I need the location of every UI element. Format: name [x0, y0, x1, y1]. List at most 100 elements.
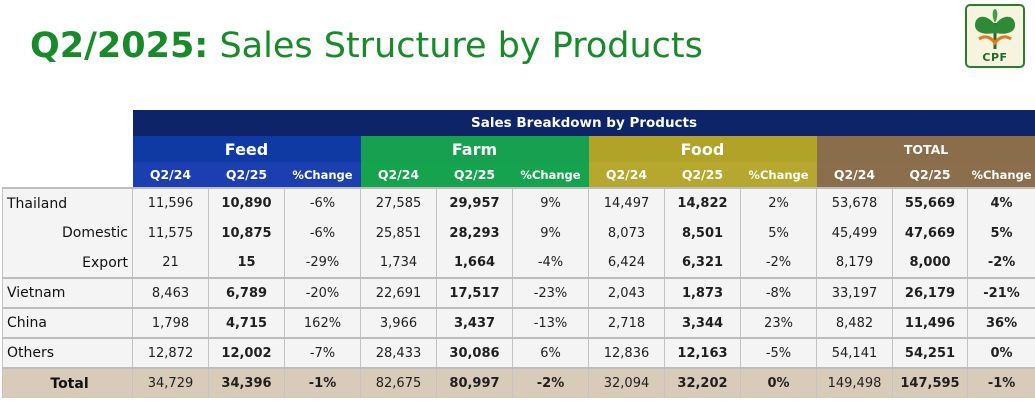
table-cell: 29,957 [436, 187, 513, 218]
table-cell: 2,718 [588, 307, 665, 338]
table-cell: 26,179 [892, 277, 968, 308]
col-header-q224: Q2/24 [132, 162, 209, 188]
col-header-q225: Q2/25 [208, 162, 285, 188]
table-cell: 6,424 [588, 248, 665, 278]
row-label: Export [2, 248, 133, 278]
table-cell: 11,596 [132, 187, 209, 218]
table-cell: 47,669 [892, 218, 968, 248]
table-cell: -13% [512, 307, 589, 338]
col-header-q224: Q2/24 [816, 162, 893, 188]
row-label: Domestic [2, 218, 133, 248]
total-cell: 0% [740, 367, 817, 398]
table-cell: -29% [284, 248, 361, 278]
table-cell: -21% [967, 277, 1035, 308]
table-cell: -6% [284, 187, 361, 218]
table-cell: 11,496 [892, 307, 968, 338]
table-cell: 23% [740, 307, 817, 338]
table-cell: 36% [967, 307, 1035, 338]
table-cell: 2% [740, 187, 817, 218]
group-header-total: TOTAL [816, 136, 1035, 162]
table-cell: 0% [967, 337, 1035, 368]
total-cell: -1% [967, 367, 1035, 398]
table-row: China 1,798 4,715 162% 3,966 3,437 -13% 2,718 3,… [2, 307, 1035, 338]
col-header-change: %Change [740, 162, 817, 188]
table-row: Vietnam 8,463 6,789 -20% 22,691 17,517 -23% 2,0… [2, 277, 1035, 308]
table-cell: 6,789 [208, 277, 285, 308]
table-cell: 17,517 [436, 277, 513, 308]
page-title: Q2/2025: Sales Structure by Products [30, 24, 703, 68]
col-header-q224: Q2/24 [360, 162, 437, 188]
table-row: Domestic 11,575 10,875 -6% 25,851 28,293 9% 8,0… [2, 218, 1035, 248]
table-cell: 8,501 [664, 218, 741, 248]
table-body: Thailand 11,596 10,890 -6% 27,585 29,957 9% 14,… [2, 187, 1035, 398]
group-header-food: Food [588, 136, 817, 162]
total-cell: 147,595 [892, 367, 968, 398]
table-cell: 54,141 [816, 337, 893, 368]
table-cell: -20% [284, 277, 361, 308]
table-cell: -6% [284, 218, 361, 248]
table-cell: 14,822 [664, 187, 741, 218]
title-period: Q2/2025: [30, 26, 209, 66]
table-cell: 6% [512, 337, 589, 368]
table-cell: 8,179 [816, 248, 893, 278]
col-header-q224: Q2/24 [588, 162, 665, 188]
table-cell: 8,482 [816, 307, 893, 338]
table-cell: -5% [740, 337, 817, 368]
table-cell: 27,585 [360, 187, 437, 218]
table-cell: 10,890 [208, 187, 285, 218]
row-label: Others [2, 337, 133, 368]
table-cell: 2,043 [588, 277, 665, 308]
table-cell: -4% [512, 248, 589, 278]
cpf-leaf-icon [975, 9, 1015, 50]
total-row: Total 34,729 34,396 -1% 82,675 80,997 -2% 32,09… [2, 367, 1035, 398]
col-header-change: %Change [284, 162, 361, 188]
row-label: China [2, 307, 133, 338]
table-cell: 12,163 [664, 337, 741, 368]
table-cell: 8,463 [132, 277, 209, 308]
table-cell: 9% [512, 187, 589, 218]
cpf-logo: CPF [965, 4, 1025, 68]
table-cell: 9% [512, 218, 589, 248]
total-cell: 34,396 [208, 367, 285, 398]
table-cell: -2% [967, 248, 1035, 278]
table-cell: 8,073 [588, 218, 665, 248]
table-row: Others 12,872 12,002 -7% 28,433 30,086 6% 12,83… [2, 337, 1035, 368]
table-cell: 5% [740, 218, 817, 248]
table-cell: 15 [208, 248, 285, 278]
table-cell: 21 [132, 248, 209, 278]
table-cell: 28,433 [360, 337, 437, 368]
total-cell: 82,675 [360, 367, 437, 398]
table-cell: 12,836 [588, 337, 665, 368]
table-cell: 3,966 [360, 307, 437, 338]
table-cell: -23% [512, 277, 589, 308]
table-cell: 30,086 [436, 337, 513, 368]
table-cell: 28,293 [436, 218, 513, 248]
total-cell: 80,997 [436, 367, 513, 398]
total-cell: 32,202 [664, 367, 741, 398]
col-header-change: %Change [512, 162, 589, 188]
table-cell: 54,251 [892, 337, 968, 368]
total-cell: -2% [512, 367, 589, 398]
total-cell: 32,094 [588, 367, 665, 398]
table-cell: 1,664 [436, 248, 513, 278]
row-label: Thailand [2, 187, 133, 218]
table-cell: 10,875 [208, 218, 285, 248]
table-cell: 12,872 [132, 337, 209, 368]
sales-breakdown-table: Sales Breakdown by Products Feed Farm Fo… [2, 110, 1035, 398]
table-cell: 12,002 [208, 337, 285, 368]
col-header-change: %Change [967, 162, 1035, 188]
table-cell: 8,000 [892, 248, 968, 278]
logo-text: CPF [982, 51, 1008, 64]
group-header-farm: Farm [360, 136, 589, 162]
col-header-q225: Q2/25 [664, 162, 741, 188]
table-cell: 14,497 [588, 187, 665, 218]
row-label: Vietnam [2, 277, 133, 308]
table-cell: 25,851 [360, 218, 437, 248]
total-label: Total [2, 367, 133, 398]
table-cell: -7% [284, 337, 361, 368]
col-header-q225: Q2/25 [436, 162, 513, 188]
table-cell: -8% [740, 277, 817, 308]
total-cell: 34,729 [132, 367, 209, 398]
table-row: Export 21 15 -29% 1,734 1,664 -4% 6,424 6,321 -2%… [2, 248, 1035, 278]
col-header-q225: Q2/25 [892, 162, 968, 188]
